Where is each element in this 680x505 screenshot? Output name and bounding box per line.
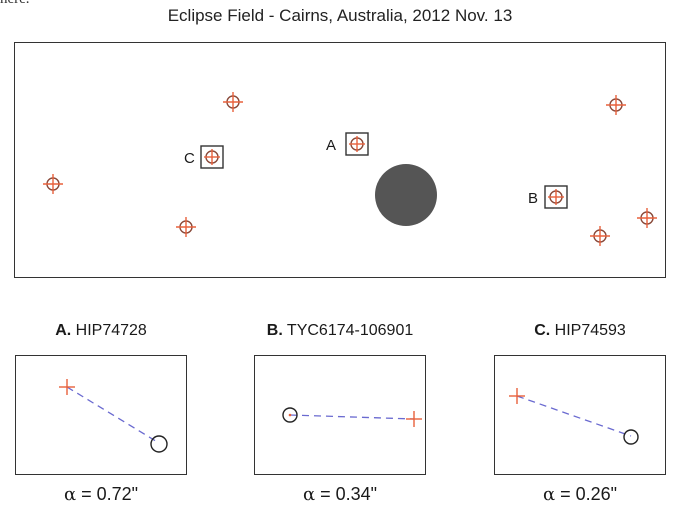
moon-disk [375, 164, 437, 226]
panel-b-plot [282, 407, 422, 427]
panel-c-letter: C. [534, 322, 551, 339]
star-marker [43, 174, 63, 194]
panel-b [254, 355, 426, 475]
panel-c-alpha: α = 0.26" [542, 484, 618, 505]
offset-line [289, 414, 415, 420]
panel-a-star: HIP74728 [75, 322, 147, 339]
star-marker [223, 92, 243, 112]
observed-circle [282, 407, 298, 423]
panel-a-letter: A. [55, 322, 72, 339]
star-marker-b [544, 185, 568, 209]
panel-c-star: HIP74593 [554, 322, 626, 339]
field-title: Eclipse Field - Cairns, Australia, 2012 … [167, 6, 513, 25]
label-a: A [326, 137, 336, 154]
panel-b-letter: B. [266, 322, 283, 339]
panel-a-title: A. HIP74728 [1, 322, 201, 340]
offset-line [516, 395, 632, 437]
offset-line [66, 386, 160, 444]
observed-circle [623, 429, 639, 445]
label-c: C [184, 150, 195, 167]
predicted-cross [406, 411, 422, 427]
panel-c [494, 355, 666, 475]
panel-c-plot [509, 388, 639, 445]
panel-c-title: C. HIP74593 [480, 322, 680, 340]
eclipse-field-panel: C A B [14, 42, 666, 278]
star-marker [176, 217, 196, 237]
panel-b-star: TYC6174-106901 [286, 322, 414, 339]
eclipse-field-plot: C A B [43, 92, 657, 246]
star-marker-c [200, 145, 224, 169]
label-b: B [528, 190, 538, 207]
cropped-header-text: here. [0, 0, 30, 8]
star-marker [637, 208, 657, 228]
panel-a [15, 355, 187, 475]
observed-circle [150, 435, 168, 453]
panel-b-title: B. TYC6174-106901 [240, 322, 440, 340]
star-marker-a [345, 132, 369, 156]
predicted-cross [59, 379, 75, 395]
star-marker [590, 226, 610, 246]
predicted-cross [509, 388, 525, 404]
star-marker [606, 95, 626, 115]
panel-a-plot [59, 379, 168, 453]
panel-a-alpha: α = 0.72" [63, 484, 139, 505]
panel-b-alpha: α = 0.34" [302, 484, 378, 505]
